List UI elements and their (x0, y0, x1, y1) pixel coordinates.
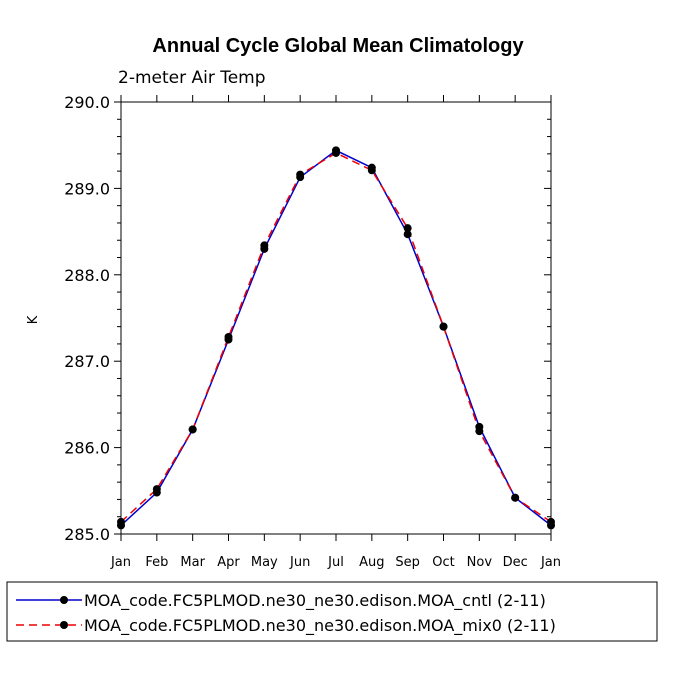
data-point-s2 (188, 425, 197, 434)
chart-title: Annual Cycle Global Mean Climatology (152, 35, 524, 57)
data-point-s2 (511, 493, 520, 502)
x-tick-label: Jan (110, 555, 131, 570)
data-point-s2 (224, 333, 233, 342)
legend-marker-2 (60, 621, 68, 629)
data-point-s2 (332, 148, 340, 157)
y-tick-label: 285.0 (64, 525, 110, 544)
data-point-s2 (117, 517, 125, 526)
data-point-s2 (475, 427, 484, 436)
axis-ticks (114, 95, 552, 541)
y-axis-label: K (26, 315, 41, 324)
legend: MOA_code.FC5PLMOD.ne30_ne30.edison.MOA_c… (16, 591, 556, 636)
data-point-s1 (403, 230, 412, 239)
x-tick-label: Apr (217, 555, 240, 570)
data-point-s2 (152, 485, 161, 494)
y-tick-label: 289.0 (64, 179, 110, 198)
data-point-s2 (260, 241, 269, 250)
y-tick-label: 290.0 (64, 93, 110, 112)
y-tick-label: 288.0 (64, 266, 110, 285)
series-group (117, 146, 555, 530)
plot-frame (120, 101, 552, 535)
x-tick-label: Oct (432, 555, 454, 570)
y-tick-labels: 285.0 286.0 287.0 288.0 289.0 290.0 (64, 93, 110, 544)
x-tick-label: Feb (145, 555, 168, 570)
series-line-2 (120, 152, 552, 523)
x-tick-label: Mar (180, 555, 205, 570)
legend-label-1: MOA_code.FC5PLMOD.ne30_ne30.edison.MOA_c… (84, 591, 546, 611)
series-line-1 (120, 149, 552, 526)
x-tick-label: Aug (359, 555, 384, 570)
x-tick-labels: Jan Feb Mar Apr May Jun Jul Aug Sep Oct Nov Dec Jan (110, 555, 561, 570)
data-point-s2 (547, 517, 555, 526)
data-point-s2 (439, 322, 448, 331)
x-tick-label: Jun (289, 555, 310, 570)
legend-box (6, 581, 658, 642)
legend-label-2: MOA_code.FC5PLMOD.ne30_ne30.edison.MOA_m… (84, 616, 556, 636)
x-tick-label: May (251, 555, 278, 570)
x-tick-label: Sep (395, 555, 420, 570)
y-tick-label: 286.0 (64, 439, 110, 458)
x-tick-label: Jul (327, 555, 344, 570)
data-point-s2 (296, 170, 305, 179)
x-tick-label: Dec (503, 555, 528, 570)
y-tick-label: 287.0 (64, 352, 110, 371)
data-point-s2 (367, 166, 376, 175)
x-tick-label: Jan (540, 555, 561, 570)
chart-subtitle: 2-meter Air Temp (118, 68, 266, 88)
legend-marker-1 (60, 596, 68, 604)
data-point-s2 (403, 224, 412, 233)
x-tick-label: Nov (467, 555, 493, 570)
